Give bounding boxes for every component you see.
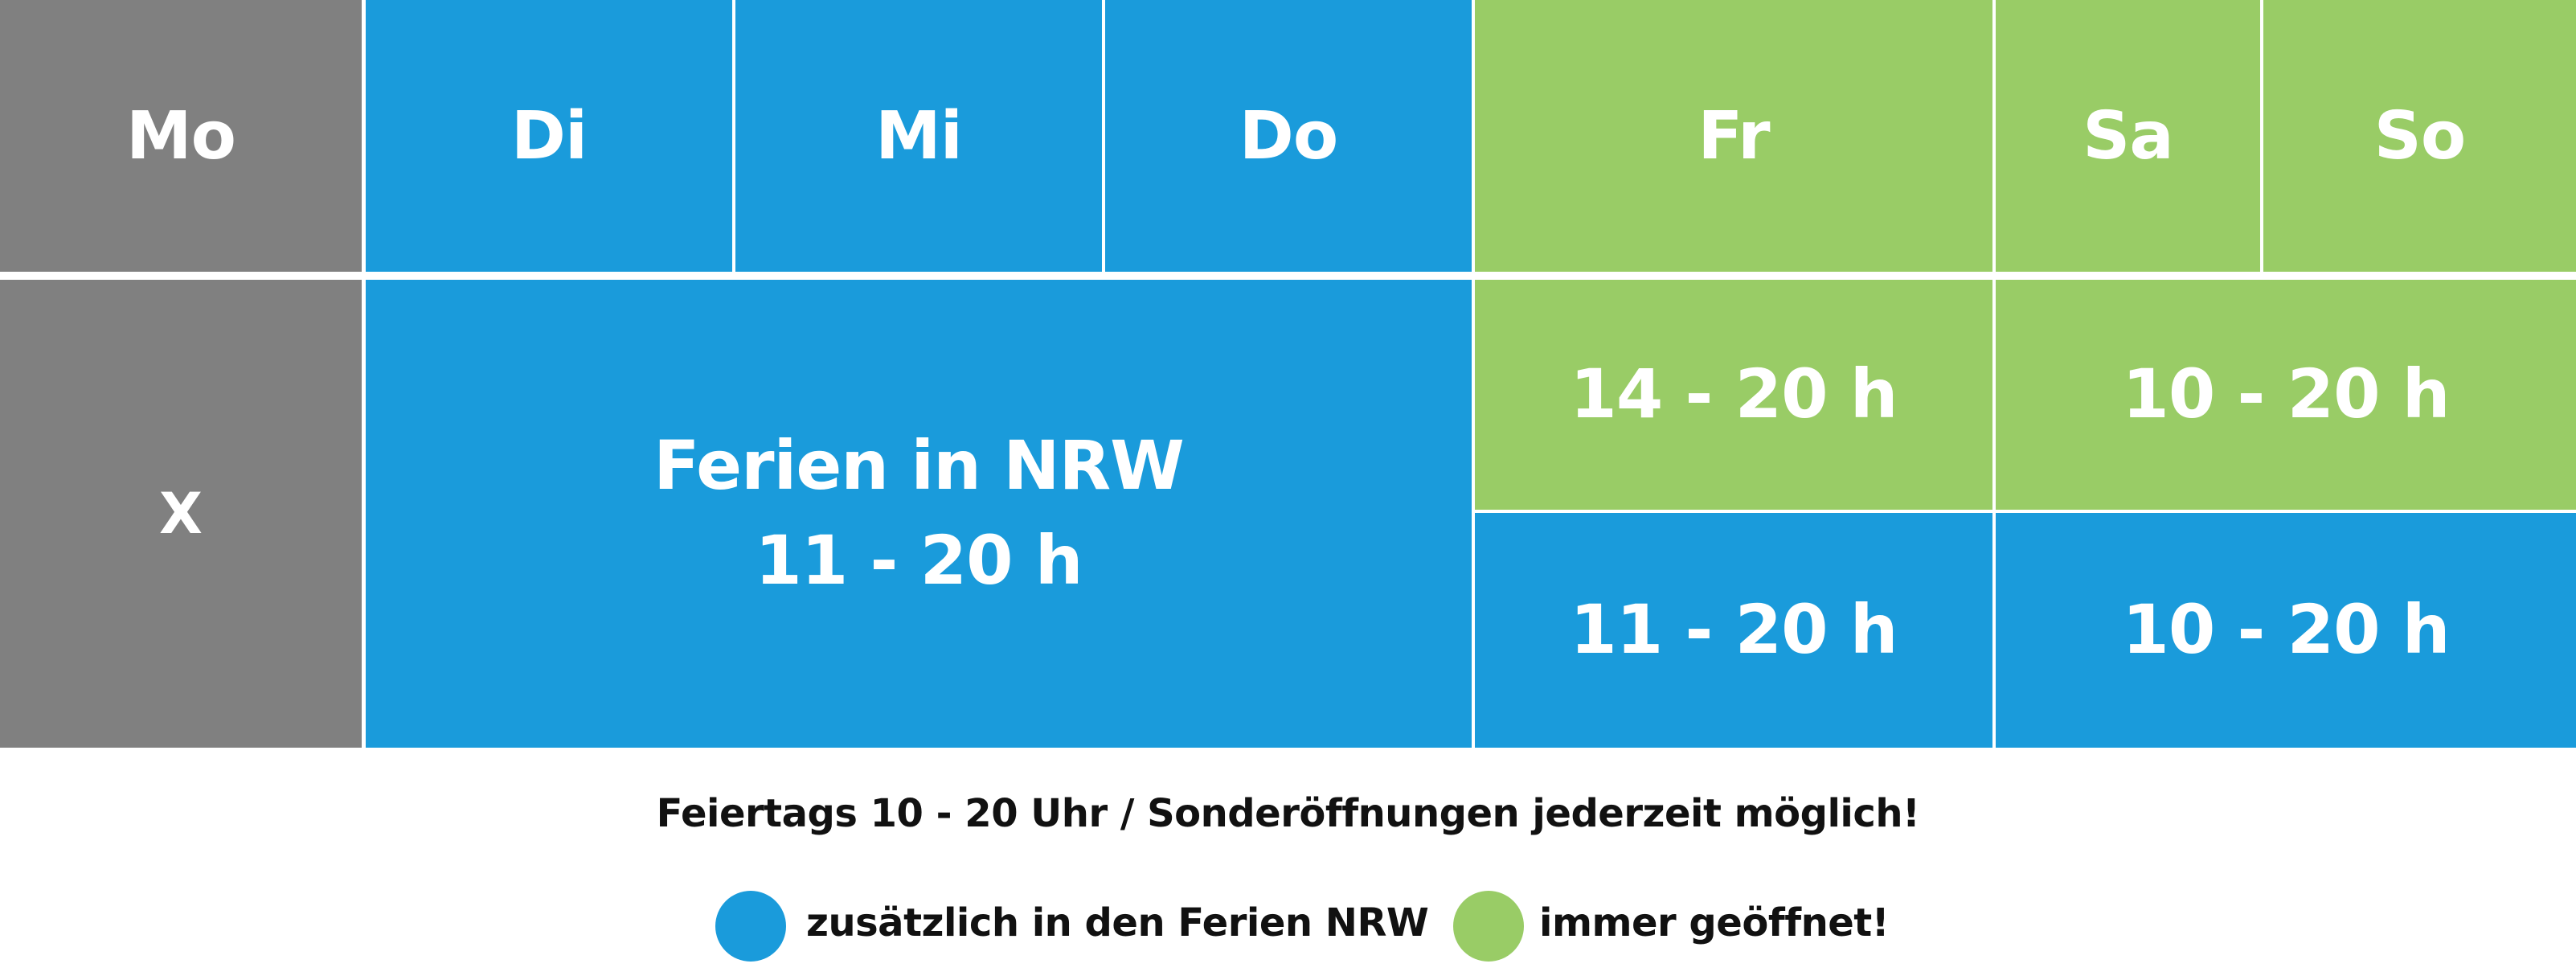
green-circle-icon: [1453, 891, 1524, 962]
holiday-note: Feiertags 10 - 20 Uhr / Sonderöffnungen …: [656, 791, 1920, 836]
friday-holidays-hours: 11 - 20 h: [1570, 590, 1898, 670]
weekend-holidays-hours: 10 - 20 h: [2122, 590, 2450, 670]
day-header-di: Di: [366, 0, 732, 272]
day-label-mi: Mi: [875, 97, 963, 174]
day-label-do: Do: [1239, 97, 1338, 174]
day-header-sa: Sa: [1996, 0, 2260, 272]
day-header-so: So: [2263, 0, 2576, 272]
holidays-block-title: Ferien in NRW: [653, 426, 1185, 506]
legend-label-always-open: immer geöffnet!: [1539, 900, 1890, 945]
day-header-mi: Mi: [735, 0, 1102, 272]
weekend-holidays-cell: 10 - 20 h: [1996, 513, 2576, 748]
day-header-fr: Fr: [1475, 0, 1992, 272]
holidays-weekday-block: Ferien in NRW 11 - 20 h: [366, 280, 1472, 748]
friday-always-open-cell: 14 - 20 h: [1475, 280, 1992, 510]
legend-label-holidays: zusätzlich in den Ferien NRW: [806, 900, 1429, 945]
day-label-di: Di: [510, 97, 588, 174]
weekend-always-open-cell: 10 - 20 h: [1996, 280, 2576, 510]
monday-closed-cell: X: [0, 280, 362, 748]
weekend-always-open-hours: 10 - 20 h: [2122, 355, 2450, 434]
day-header-do: Do: [1105, 0, 1472, 272]
blue-circle-icon: [715, 891, 786, 962]
holidays-block-hours: 11 - 20 h: [755, 521, 1083, 600]
day-label-sa: Sa: [2083, 97, 2173, 174]
friday-always-open-hours: 14 - 20 h: [1570, 355, 1898, 434]
day-label-so: So: [2373, 97, 2466, 174]
day-label-fr: Fr: [1698, 97, 1770, 174]
monday-closed-mark: X: [159, 481, 203, 547]
day-label-mo: Mo: [126, 97, 236, 174]
day-header-mo: Mo: [0, 0, 362, 272]
friday-holidays-cell: 11 - 20 h: [1475, 513, 1992, 748]
